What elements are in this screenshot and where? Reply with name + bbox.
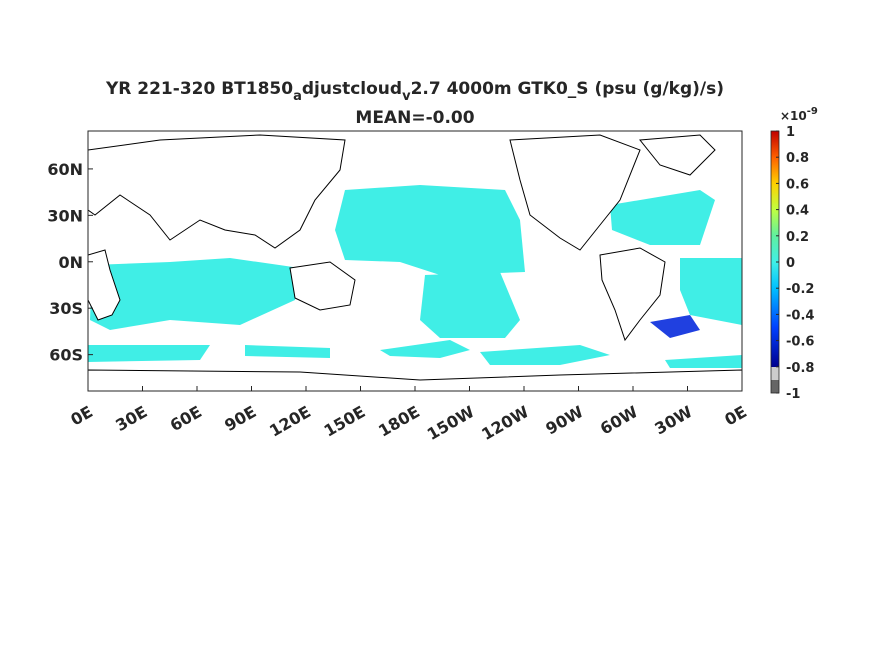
colorbar-tick-label: 1: [786, 125, 795, 140]
x-tick-label: 120W: [478, 402, 532, 444]
africa: [88, 249, 121, 321]
australia: [289, 261, 356, 311]
colorbar-multiplier: ×10-9: [780, 106, 818, 123]
subtitle: MEAN=-0.00: [355, 108, 474, 128]
x-tick-label: 0E: [67, 402, 96, 429]
field-patch: [88, 345, 210, 362]
x-tick-label: 30W: [651, 402, 695, 439]
field-patch: [420, 272, 520, 338]
colorbar-tick-label: 0.8: [786, 151, 809, 166]
field-patch: [360, 225, 395, 245]
field-patch: [650, 315, 700, 338]
title-part: 2.7 4000m GTK0_S (psu (g/kg)/s): [411, 79, 724, 99]
x-tick-label: 90E: [221, 402, 259, 435]
south-america: [599, 247, 666, 342]
field-patch: [380, 340, 470, 358]
y-tick-label: 0N: [58, 253, 83, 272]
y-tick-label: 30N: [47, 206, 83, 225]
colorbar-tick-label: 0.4: [786, 204, 809, 219]
colorbar-tick-label: -0.8: [786, 361, 814, 376]
y-tick-label: 60S: [49, 346, 83, 365]
x-tick-label: 60W: [597, 402, 641, 439]
title-part: YR 221-320 BT1850: [105, 79, 293, 99]
y-tick-label: 30S: [49, 299, 83, 318]
x-tick-label: 150E: [321, 402, 369, 441]
multiplier-base: ×10: [780, 109, 807, 123]
y-tick-label: 60N: [47, 160, 83, 179]
multiplier-exponent: -9: [807, 106, 818, 117]
field-patch: [665, 355, 742, 368]
field-patch: [480, 345, 610, 365]
title-subscript: v: [402, 89, 411, 104]
field-patch: [680, 258, 742, 325]
title-subscript: a: [293, 89, 302, 104]
x-tick-label: 150W: [424, 402, 478, 444]
field-patch: [90, 258, 300, 330]
title: YR 221-320 BT1850adjustcloudv2.7 4000m G…: [105, 79, 724, 104]
x-tick-label: 180E: [375, 402, 423, 441]
colorbar-tick-label: -0.4: [786, 308, 814, 323]
colorbar-tick-label: 0: [786, 256, 795, 271]
x-tick-label: 30E: [112, 402, 150, 435]
north-america: [509, 134, 641, 251]
x-tick-label: 60E: [167, 402, 205, 435]
x-tick-label: 0E: [721, 402, 750, 429]
greenland: [639, 134, 716, 176]
eurasia: [88, 134, 346, 249]
field-patch: [610, 190, 715, 245]
colorbar-tick-label: -0.2: [786, 282, 814, 297]
map-field: [88, 131, 742, 391]
colorbar-tick-label: -0.6: [786, 335, 814, 350]
colorbar-tick-label: 0.6: [786, 177, 809, 192]
antarctica: [88, 369, 742, 391]
field-patch: [245, 345, 330, 358]
colorbar-tick-label: -1: [786, 387, 800, 402]
x-tick-label: 120E: [266, 402, 314, 441]
title-part: djustcloud: [302, 79, 402, 99]
field-patch: [335, 185, 525, 275]
x-tick-label: 90W: [542, 402, 586, 439]
colorbar-tick-label: 0.2: [786, 230, 809, 245]
